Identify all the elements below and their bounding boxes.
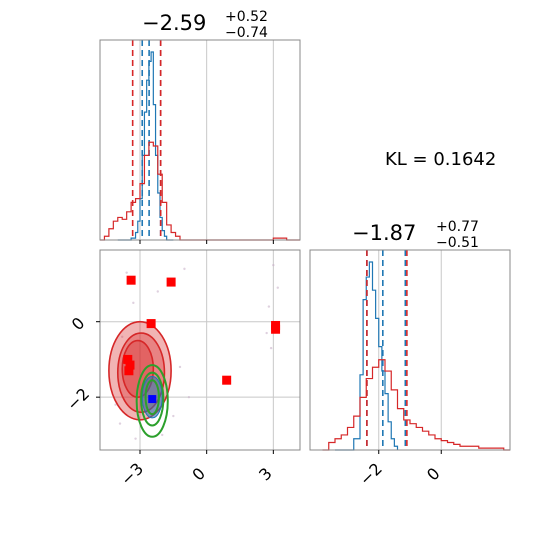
panel-frame: [99, 39, 301, 241]
panel-frame: [309, 249, 511, 451]
background-sample: [265, 331, 268, 335]
title-1-lower: −0.74: [225, 25, 268, 41]
y-tick-label: 0: [68, 313, 89, 334]
red-square-point: [126, 275, 136, 285]
green-contour: [140, 371, 165, 427]
histogram-series-1: [100, 141, 300, 241]
background-sample: [183, 267, 186, 271]
background-sample: [272, 263, 275, 267]
background-sample: [172, 414, 175, 418]
title-2-lower: −0.51: [436, 235, 479, 251]
background-sample: [267, 305, 271, 308]
background-sample: [276, 286, 279, 289]
histogram-series-1: [322, 359, 510, 451]
background-sample: [187, 395, 191, 399]
histogram-series-0: [335, 261, 399, 451]
background-sample: [118, 422, 122, 425]
title-2-median: −1.87: [352, 221, 416, 245]
green-contour: [144, 379, 160, 416]
background-sample: [156, 290, 159, 293]
background-sample: [178, 365, 182, 369]
red-square-point: [123, 354, 133, 364]
marginal-panel-1: [99, 39, 301, 244]
background-sample: [125, 271, 128, 274]
panel-frame: [99, 249, 301, 451]
title-param-1: −2.59 +0.52 −0.74: [142, 9, 268, 41]
background-sample: [269, 346, 273, 350]
title-1-median: −2.59: [142, 11, 206, 35]
marginal-panel-2: −2 0: [309, 249, 511, 489]
x-tick-label: −2: [356, 459, 386, 489]
background-sample: [114, 403, 117, 406]
y-tick-label: −2: [63, 384, 93, 414]
green-contour: [135, 364, 169, 438]
title-param-2: −1.87 +0.77 −0.51: [352, 219, 479, 251]
red-square-point: [124, 366, 134, 376]
background-sample: [134, 437, 137, 440]
red-square-point: [271, 324, 281, 334]
blue-square-point: [148, 395, 157, 404]
joint-panel: −3 0 3 −2 0: [63, 249, 301, 489]
kl-label: KL = 0.1642: [385, 149, 496, 170]
x-tick-label: 3: [255, 464, 276, 485]
background-sample: [132, 301, 135, 305]
red-square-point: [222, 375, 232, 385]
background-sample: [121, 335, 124, 338]
title-2-upper: +0.77: [436, 219, 479, 235]
x-tick-label: 0: [188, 464, 209, 485]
title-1-upper: +0.52: [225, 9, 268, 25]
x-tick-label: 0: [423, 464, 444, 485]
red-square-point: [146, 319, 156, 329]
x-tick-label: −3: [117, 459, 147, 489]
red-square-point: [125, 360, 135, 370]
red-square-point: [166, 277, 176, 287]
background-sample: [161, 433, 164, 437]
